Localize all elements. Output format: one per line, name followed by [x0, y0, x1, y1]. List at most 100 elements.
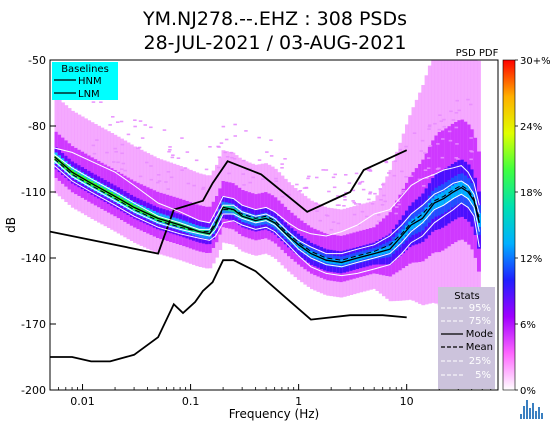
pdf-outlier-cell: [168, 146, 172, 148]
pdf-outlier-cell: [149, 165, 153, 167]
pdf-outlier-cell: [361, 188, 366, 191]
pdf-outlier-cell: [394, 212, 398, 215]
pdf-outlier-cell: [384, 161, 389, 164]
pdf-outlier-cell: [419, 150, 424, 152]
pdf-outlier-cell: [454, 112, 459, 114]
pdf-outlier-cell: [164, 181, 168, 183]
pdf-outlier-cell: [119, 120, 124, 123]
pdf-outlier-cell: [283, 158, 287, 160]
pdf-outlier-cell: [351, 189, 356, 192]
pdf-outlier-cell: [227, 172, 231, 175]
legend-mean-label: Mean: [466, 342, 493, 353]
pdf-outlier-cell: [449, 110, 453, 113]
pdf-outlier-cell: [368, 191, 373, 193]
pdf-outlier-cell: [274, 177, 278, 180]
pdf-outlier-cell: [384, 160, 388, 163]
pdf-outlier-cell: [120, 143, 125, 146]
pdf-outlier-cell: [366, 169, 371, 171]
y-tick-label: -110: [21, 186, 46, 199]
pdf-outlier-cell: [140, 137, 145, 139]
pdf-outlier-cell: [120, 168, 124, 170]
pdf-outlier-cell: [469, 103, 473, 106]
legend-hnm-label: HNM: [78, 76, 102, 87]
y-tick-label: -80: [28, 120, 46, 133]
y-tick-label: -200: [21, 384, 46, 397]
pdf-outlier-cell: [469, 158, 473, 161]
legend-mode-label: Mode: [466, 329, 493, 340]
pdf-outlier-cell: [423, 152, 427, 154]
pdf-outlier-cell: [332, 186, 337, 189]
pdf-outlier-cell: [123, 169, 127, 172]
pdf-outlier-cell: [111, 116, 115, 118]
pdf-outlier-cell: [170, 156, 175, 159]
pdf-outlier-cell: [223, 151, 228, 154]
pdf-outlier-cell: [242, 159, 246, 162]
y-tick-label: -170: [21, 318, 46, 331]
pdf-outlier-cell: [342, 205, 346, 207]
legend-75-label: 75%: [469, 316, 491, 327]
pdf-outlier-cell: [327, 190, 331, 193]
pdf-outlier-cell: [248, 168, 252, 170]
pdf-outlier-cell: [395, 206, 399, 208]
series-25pct-line: [54, 160, 480, 268]
noise-model-layer: [50, 149, 408, 363]
pdf-outlier-cell: [422, 185, 426, 187]
pdf-outlier-cell: [412, 132, 417, 134]
pdf-outlier-cell: [133, 125, 137, 128]
pdf-outlier-cell: [367, 168, 372, 171]
pdf-outlier-cell: [201, 186, 206, 189]
pdf-outlier-cell: [138, 120, 143, 122]
pdf-outlier-cell: [426, 167, 431, 169]
pdf-outlier-cell: [325, 215, 330, 217]
pdf-outlier-cell: [307, 175, 311, 178]
pdf-outlier-cell: [224, 138, 229, 141]
pdf-outlier-cell: [433, 122, 437, 125]
pdf-outlier-cell: [376, 220, 381, 222]
pdf-outlier-cell: [269, 155, 274, 157]
pdf-outlier-cell: [251, 176, 255, 179]
pdf-outlier-cell: [454, 126, 459, 129]
pdf-outlier-cell: [248, 181, 252, 184]
series-95pct-line: [54, 147, 480, 237]
pdf-outlier-cell: [176, 157, 181, 159]
lnm-line: [50, 259, 407, 363]
pdf-outlier-cell: [166, 171, 171, 173]
pdf-outlier-cell: [404, 176, 408, 178]
pdf-outlier-cell: [352, 201, 356, 204]
pdf-outlier-cell: [216, 166, 221, 169]
pdf-outlier-cell: [261, 178, 265, 180]
baselines-legend-title: Baselines: [61, 64, 109, 75]
pdf-outlier-cell: [180, 169, 184, 171]
series-75pct-line: [54, 154, 480, 255]
pdf-outlier-cell: [91, 101, 96, 103]
pdf-outlier-cell: [168, 149, 172, 151]
pdf-outlier-cell: [347, 182, 352, 184]
pdf-outlier-cell: [367, 198, 371, 201]
pdf-outlier-cell: [387, 172, 391, 174]
pdf-outlier-cell: [451, 119, 456, 121]
pdf-outlier-cell: [409, 175, 414, 177]
pdf-outlier-cell: [438, 114, 442, 116]
pdf-outlier-cell: [377, 214, 381, 216]
pdf-outlier-cell: [180, 137, 184, 139]
pdf-outlier-cell: [396, 200, 401, 202]
pdf-outlier-cell: [428, 145, 433, 147]
pdf-outlier-cell: [145, 161, 149, 164]
pdf-outlier-cell: [116, 161, 120, 164]
pdf-outlier-cell: [336, 195, 340, 197]
pdf-outlier-cell: [336, 222, 341, 225]
pdf-outlier-cell: [219, 142, 224, 144]
colorbar-title: PSD PDF: [456, 48, 499, 59]
colorbar-ticks: 0% 6% 12% 18% 24% 30+%: [515, 56, 550, 397]
legend-5-label: 5%: [475, 370, 491, 381]
pdf-outlier-cell: [457, 109, 461, 112]
pdf-outlier-cell: [143, 124, 147, 126]
pdf-outlier-cell: [92, 152, 97, 155]
pdf-outlier-cell: [335, 204, 340, 206]
pdf-outlier-cell: [425, 177, 429, 179]
pdf-outlier-cell: [183, 167, 188, 169]
pdf-outlier-cell: [427, 128, 431, 130]
pdf-outlier-cell: [357, 203, 362, 205]
pdf-outlier-cell: [439, 120, 444, 122]
